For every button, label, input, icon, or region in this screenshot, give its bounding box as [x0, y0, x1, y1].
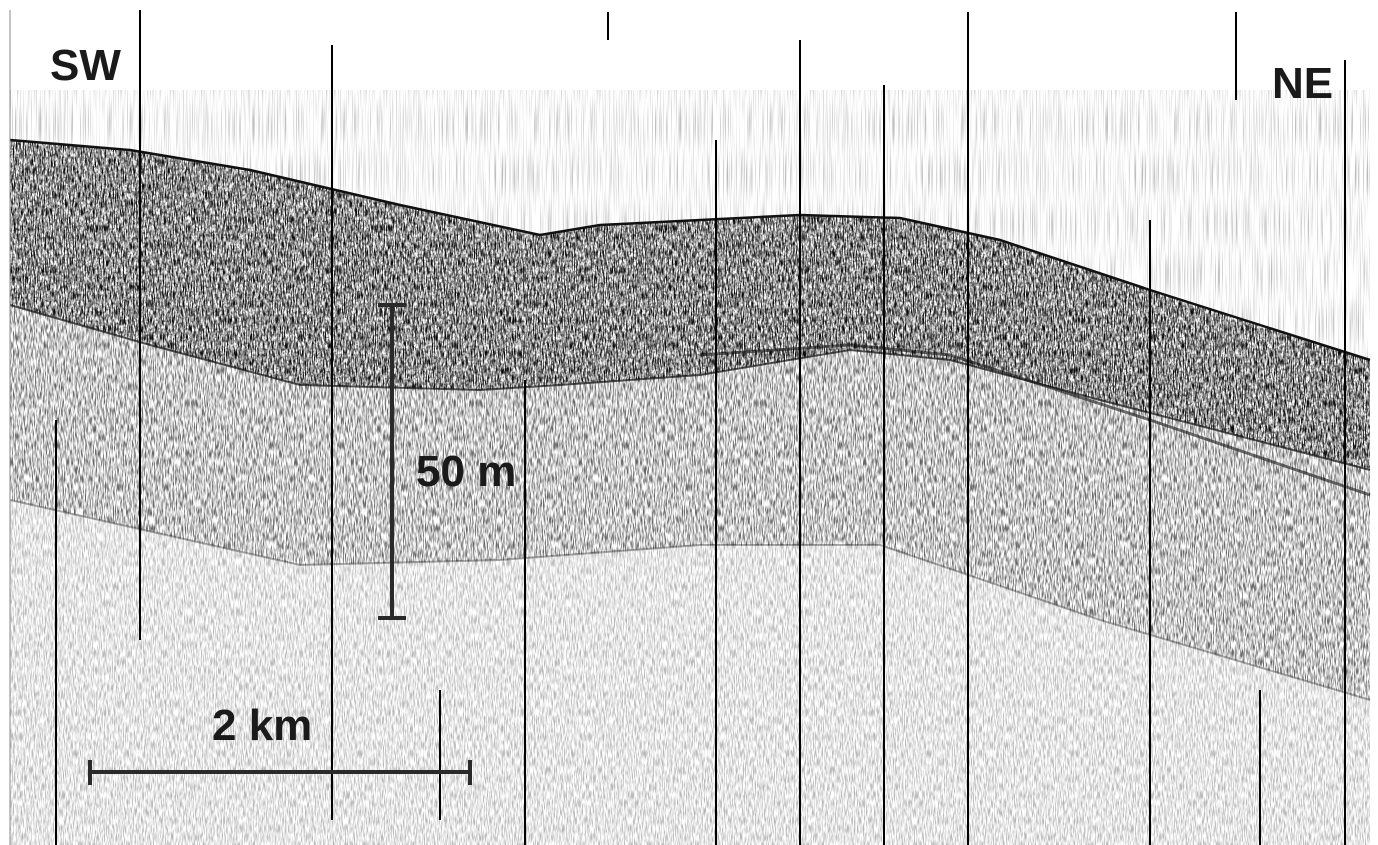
- direction-label: SW: [50, 41, 121, 90]
- scale-label: 50 m: [416, 447, 516, 496]
- page: SW NE 50 m 2 km (() => { const data = JS…: [0, 0, 1378, 845]
- scale-label: 2 km: [212, 701, 312, 750]
- seismic-profile: SW NE 50 m 2 km: [0, 0, 1378, 845]
- direction-label: NE: [1272, 59, 1333, 108]
- seismic-texture: [0, 0, 1378, 845]
